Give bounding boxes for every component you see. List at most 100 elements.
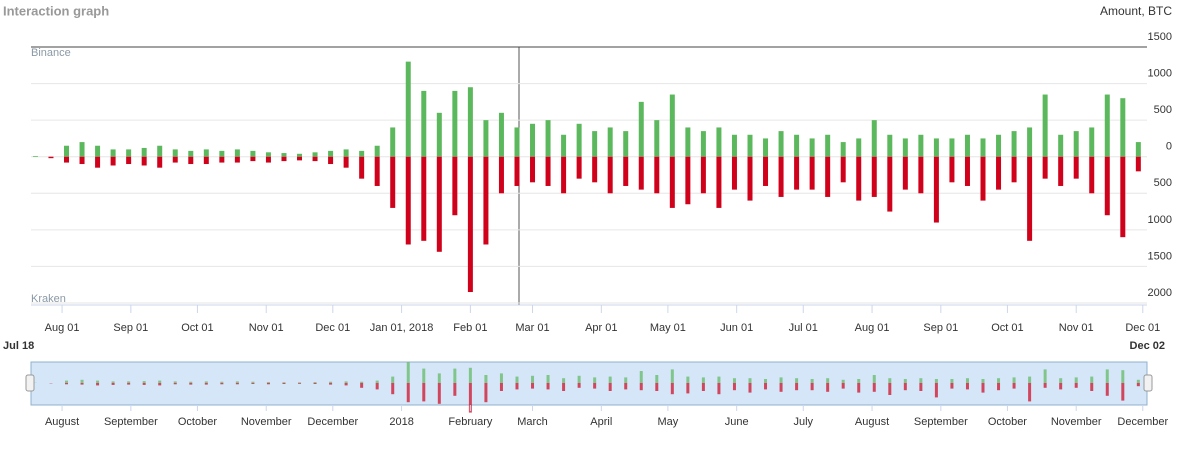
navigator-bar bbox=[345, 383, 348, 385]
navigator-bar bbox=[593, 383, 596, 389]
navigator-bar bbox=[966, 378, 969, 383]
x-tick-label: Dec 01 bbox=[315, 322, 350, 334]
navigator-bar bbox=[376, 383, 379, 389]
bar bbox=[981, 157, 986, 201]
navigator-bar bbox=[1137, 380, 1140, 383]
navigator-handle[interactable] bbox=[1144, 375, 1152, 391]
range-end: Dec 02 bbox=[1130, 340, 1165, 352]
bar bbox=[328, 151, 333, 157]
navigator-bar bbox=[1059, 378, 1062, 383]
bar bbox=[266, 152, 271, 156]
navigator-bar bbox=[1059, 383, 1062, 389]
bar bbox=[918, 157, 923, 194]
bar bbox=[390, 127, 395, 156]
navigator-bar bbox=[143, 381, 146, 383]
x-tick-label: Nov 01 bbox=[249, 322, 284, 334]
range-start: Jul 18 bbox=[3, 340, 34, 352]
bar bbox=[204, 149, 209, 156]
navigator-bar bbox=[422, 383, 425, 401]
bar bbox=[235, 149, 240, 156]
navigator-bar bbox=[376, 381, 379, 383]
navigator-bar bbox=[484, 375, 487, 383]
bar bbox=[33, 156, 38, 157]
navigator-bar bbox=[1028, 383, 1031, 401]
navigator-bar bbox=[1028, 377, 1031, 383]
navigator-tick-label: April bbox=[590, 416, 612, 428]
navigator-bar bbox=[624, 377, 627, 383]
navigator-bar bbox=[407, 362, 410, 383]
bar bbox=[872, 120, 877, 157]
bar bbox=[779, 157, 784, 197]
navigator-bar bbox=[391, 377, 394, 383]
navigator-bar bbox=[220, 382, 223, 383]
bar bbox=[1027, 127, 1032, 156]
bar bbox=[1043, 95, 1048, 157]
navigator-bar bbox=[251, 383, 254, 384]
x-tick-label: Aug 01 bbox=[45, 322, 80, 334]
x-tick-label: Aug 01 bbox=[855, 322, 890, 334]
bar bbox=[918, 135, 923, 157]
bar bbox=[375, 146, 380, 157]
navigator-bar bbox=[515, 377, 518, 383]
navigator-bar bbox=[888, 383, 891, 395]
bar bbox=[437, 113, 442, 157]
x-tick-label: Oct 01 bbox=[181, 322, 213, 334]
navigator-bar bbox=[950, 379, 953, 383]
navigator-bar bbox=[453, 369, 456, 383]
navigator-bar bbox=[1044, 369, 1047, 383]
bar bbox=[577, 124, 582, 157]
y-tick-label: 1000 bbox=[1148, 67, 1172, 79]
bar bbox=[390, 157, 395, 208]
navigator-bar bbox=[298, 383, 301, 384]
navigator-bar bbox=[329, 382, 332, 383]
navigator-bar bbox=[500, 373, 503, 383]
bar bbox=[1120, 98, 1125, 157]
bar bbox=[949, 138, 954, 156]
navigator-bar bbox=[780, 383, 783, 392]
bar bbox=[514, 127, 519, 156]
navigator-bar bbox=[174, 383, 177, 384]
bar bbox=[188, 157, 193, 164]
navigator-bar bbox=[748, 383, 751, 393]
navigator-bar bbox=[609, 377, 612, 383]
bar bbox=[763, 157, 768, 186]
navigator-bar bbox=[733, 378, 736, 383]
bar bbox=[592, 131, 597, 157]
bar bbox=[530, 157, 535, 183]
navigator-tick-label: July bbox=[793, 416, 813, 428]
bar bbox=[219, 157, 224, 163]
navigator-window[interactable] bbox=[31, 362, 1147, 405]
navigator-bar bbox=[329, 383, 332, 385]
bar bbox=[64, 146, 69, 157]
navigator-bar bbox=[857, 379, 860, 383]
navigator-handle[interactable] bbox=[26, 375, 34, 391]
series-label: Binance bbox=[31, 47, 71, 59]
navigator-bar bbox=[158, 381, 161, 383]
bar bbox=[546, 157, 551, 186]
bar bbox=[949, 157, 954, 183]
bar bbox=[1074, 131, 1079, 157]
y-tick-label: 0 bbox=[1166, 141, 1172, 153]
bar bbox=[250, 151, 255, 157]
navigator-tick-label: December bbox=[1117, 416, 1168, 428]
bar bbox=[344, 149, 349, 156]
navigator-bar bbox=[127, 381, 130, 383]
bar bbox=[685, 127, 690, 156]
navigator-bar bbox=[158, 383, 161, 385]
bar bbox=[670, 157, 675, 208]
x-tick-label: Jun 01 bbox=[720, 322, 753, 334]
navigator-tick-label: September bbox=[104, 416, 158, 428]
navigator-bar bbox=[935, 383, 938, 397]
bar bbox=[126, 149, 131, 156]
navigator-bar bbox=[702, 383, 705, 391]
navigator-bar bbox=[1137, 383, 1140, 386]
bar bbox=[111, 157, 116, 166]
bar bbox=[763, 138, 768, 156]
navigator-bar bbox=[888, 378, 891, 383]
bar bbox=[903, 138, 908, 156]
bar bbox=[654, 157, 659, 194]
navigator-bar bbox=[997, 378, 1000, 383]
bar bbox=[64, 157, 69, 163]
navigator-bar bbox=[764, 379, 767, 383]
bar bbox=[561, 157, 566, 194]
